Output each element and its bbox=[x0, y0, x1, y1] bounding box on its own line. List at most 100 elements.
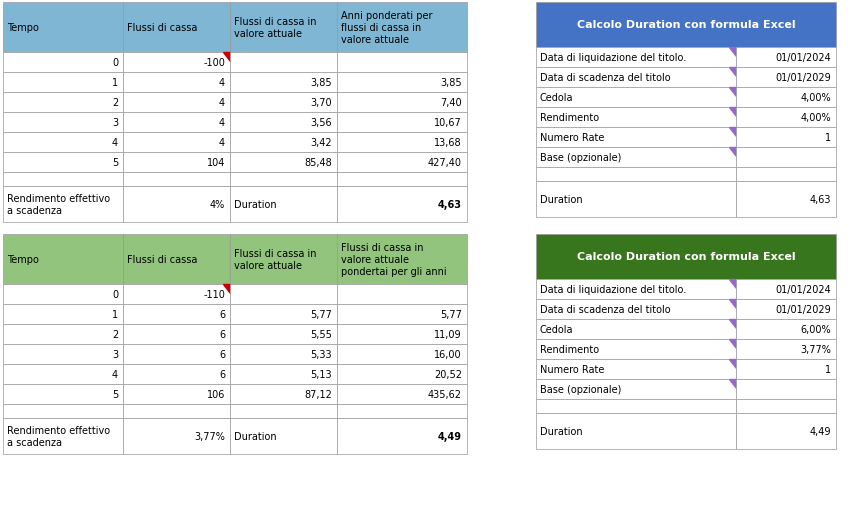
Bar bbox=[123, 404, 230, 418]
Polygon shape bbox=[729, 359, 736, 369]
Text: Data di scadenza del titolo: Data di scadenza del titolo bbox=[540, 304, 670, 315]
Bar bbox=[3, 235, 123, 285]
Polygon shape bbox=[729, 128, 736, 137]
Text: 3,77%: 3,77% bbox=[194, 431, 225, 441]
Bar bbox=[736, 88, 836, 108]
Bar bbox=[230, 404, 337, 418]
Bar bbox=[337, 153, 467, 173]
Bar bbox=[337, 364, 467, 384]
Bar bbox=[337, 73, 467, 93]
Bar bbox=[3, 344, 123, 364]
Polygon shape bbox=[729, 340, 736, 348]
Text: 4,00%: 4,00% bbox=[800, 93, 831, 103]
Text: 4,49: 4,49 bbox=[438, 431, 462, 441]
Bar bbox=[736, 359, 836, 379]
Bar bbox=[3, 133, 123, 153]
Bar bbox=[230, 93, 337, 113]
Bar bbox=[536, 48, 736, 68]
Text: 01/01/2029: 01/01/2029 bbox=[776, 304, 831, 315]
Bar bbox=[3, 285, 123, 304]
Text: 0: 0 bbox=[112, 290, 118, 299]
Bar bbox=[536, 167, 736, 182]
Bar bbox=[230, 285, 337, 304]
Text: 4,63: 4,63 bbox=[438, 200, 462, 210]
Text: 7,40: 7,40 bbox=[440, 98, 462, 108]
Text: 2: 2 bbox=[112, 98, 118, 108]
Text: Duration: Duration bbox=[234, 200, 276, 210]
Bar bbox=[123, 73, 230, 93]
Text: 01/01/2024: 01/01/2024 bbox=[776, 285, 831, 294]
Bar bbox=[536, 413, 736, 449]
Text: 3,85: 3,85 bbox=[311, 78, 332, 88]
Text: 3,56: 3,56 bbox=[311, 118, 332, 128]
Bar bbox=[337, 324, 467, 344]
Text: -100: -100 bbox=[203, 58, 225, 68]
Text: Numero Rate: Numero Rate bbox=[540, 133, 604, 143]
Text: 4: 4 bbox=[112, 369, 118, 379]
Bar bbox=[230, 418, 337, 454]
Text: 4: 4 bbox=[112, 138, 118, 148]
Bar bbox=[230, 113, 337, 133]
Text: Rendimento: Rendimento bbox=[540, 113, 599, 123]
Bar bbox=[736, 48, 836, 68]
Text: 4: 4 bbox=[219, 78, 225, 88]
Polygon shape bbox=[729, 68, 736, 77]
Bar bbox=[536, 359, 736, 379]
Text: 5,55: 5,55 bbox=[310, 329, 332, 340]
Bar bbox=[337, 418, 467, 454]
Text: 5,77: 5,77 bbox=[440, 309, 462, 319]
Bar bbox=[736, 182, 836, 217]
Polygon shape bbox=[223, 285, 230, 293]
Bar bbox=[230, 3, 337, 53]
Text: Rendimento effettivo
a scadenza: Rendimento effettivo a scadenza bbox=[7, 425, 110, 447]
Text: 3,85: 3,85 bbox=[440, 78, 462, 88]
Bar bbox=[123, 133, 230, 153]
Bar bbox=[337, 173, 467, 187]
Bar bbox=[736, 68, 836, 88]
Bar bbox=[3, 384, 123, 404]
Bar bbox=[736, 108, 836, 128]
Bar bbox=[123, 285, 230, 304]
Bar bbox=[230, 304, 337, 324]
Bar bbox=[123, 235, 230, 285]
Bar bbox=[337, 53, 467, 73]
Text: 4,63: 4,63 bbox=[810, 194, 831, 205]
Bar bbox=[337, 304, 467, 324]
Polygon shape bbox=[729, 319, 736, 328]
Bar bbox=[3, 73, 123, 93]
Text: 01/01/2029: 01/01/2029 bbox=[776, 73, 831, 83]
Bar bbox=[230, 153, 337, 173]
Text: 5: 5 bbox=[112, 158, 118, 167]
Bar bbox=[230, 324, 337, 344]
Text: Calcolo Duration con formula Excel: Calcolo Duration con formula Excel bbox=[577, 20, 795, 31]
Text: 20,52: 20,52 bbox=[434, 369, 462, 379]
Bar bbox=[123, 173, 230, 187]
Bar bbox=[3, 418, 123, 454]
Bar bbox=[736, 279, 836, 299]
Polygon shape bbox=[729, 108, 736, 117]
Polygon shape bbox=[223, 53, 230, 62]
Polygon shape bbox=[729, 88, 736, 97]
Bar bbox=[736, 319, 836, 340]
Text: Base (opzionale): Base (opzionale) bbox=[540, 153, 621, 163]
Bar bbox=[123, 384, 230, 404]
Text: 5,77: 5,77 bbox=[310, 309, 332, 319]
Bar bbox=[230, 384, 337, 404]
Polygon shape bbox=[729, 299, 736, 308]
Text: 6: 6 bbox=[219, 329, 225, 340]
Bar bbox=[230, 187, 337, 222]
Text: 11,09: 11,09 bbox=[434, 329, 462, 340]
Text: Flussi di cassa in
valore attuale: Flussi di cassa in valore attuale bbox=[234, 248, 317, 271]
Text: 10,67: 10,67 bbox=[434, 118, 462, 128]
Bar bbox=[123, 418, 230, 454]
Bar bbox=[123, 113, 230, 133]
Text: Duration: Duration bbox=[234, 431, 276, 441]
Text: Rendimento: Rendimento bbox=[540, 344, 599, 354]
Bar bbox=[536, 3, 836, 48]
Bar bbox=[536, 148, 736, 167]
Text: 13,68: 13,68 bbox=[434, 138, 462, 148]
Bar bbox=[337, 133, 467, 153]
Text: 0: 0 bbox=[112, 58, 118, 68]
Bar bbox=[123, 344, 230, 364]
Text: Base (opzionale): Base (opzionale) bbox=[540, 384, 621, 394]
